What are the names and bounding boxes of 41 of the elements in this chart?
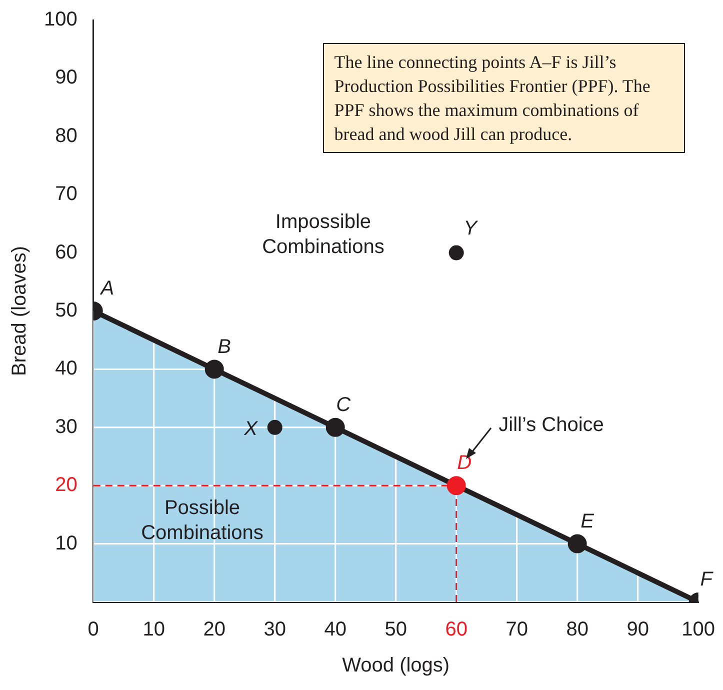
x-axis-title: Wood (logs) <box>342 654 450 677</box>
annotation: X <box>243 418 258 440</box>
annotation: D <box>457 452 472 474</box>
point <box>267 420 282 435</box>
annotation: Impossible Combinations <box>261 210 386 260</box>
annotation: The line connecting points A–F is Jill’s Production Possibilities Frontier (PPF). The PPF shows the maximum combinations of bread and wood Jill can produce. <box>323 43 686 154</box>
x-tick-label: 30 <box>264 618 286 641</box>
y-tick-label: 90 <box>55 66 78 89</box>
annotation: Y <box>464 217 479 240</box>
annotation: E <box>580 510 595 532</box>
y-tick-label: 30 <box>55 416 78 438</box>
y-tick-label: 50 <box>55 300 78 322</box>
y-tick-label: 10 <box>55 532 78 554</box>
annotation: F <box>700 568 714 591</box>
y-tick-label: 100 <box>44 8 78 31</box>
point <box>204 360 224 379</box>
y-axis-title: Bread (loaves) <box>8 246 31 376</box>
x-tick-label: 90 <box>626 618 649 641</box>
y-tick-label: 80 <box>55 124 78 147</box>
annotation: C <box>336 394 352 416</box>
x-tick-label: 0 <box>88 618 99 641</box>
point <box>446 476 466 496</box>
x-tick-label: 10 <box>142 618 165 641</box>
x-tick-label: 20 <box>203 618 226 641</box>
x-tick-label: 50 <box>384 618 407 641</box>
x-tick-label: 40 <box>324 618 346 641</box>
y-tick-label: 70 <box>55 183 78 206</box>
y-tick-label: 60 <box>55 241 78 264</box>
point <box>568 534 587 554</box>
point <box>448 245 464 260</box>
y-tick-label: 40 <box>55 358 78 380</box>
x-tick-label: 80 <box>566 618 588 641</box>
point <box>326 418 345 437</box>
annotation: A <box>100 278 114 300</box>
annotation: Jill’s Choice <box>498 412 604 438</box>
x-tick-label: 60 <box>445 618 468 641</box>
x-tick-label: 70 <box>506 618 528 641</box>
annotation: Possible Combinations <box>140 496 264 546</box>
annotation: B <box>218 336 232 358</box>
x-tick-label: 100 <box>682 618 716 641</box>
y-tick-label: 20 <box>55 474 78 496</box>
